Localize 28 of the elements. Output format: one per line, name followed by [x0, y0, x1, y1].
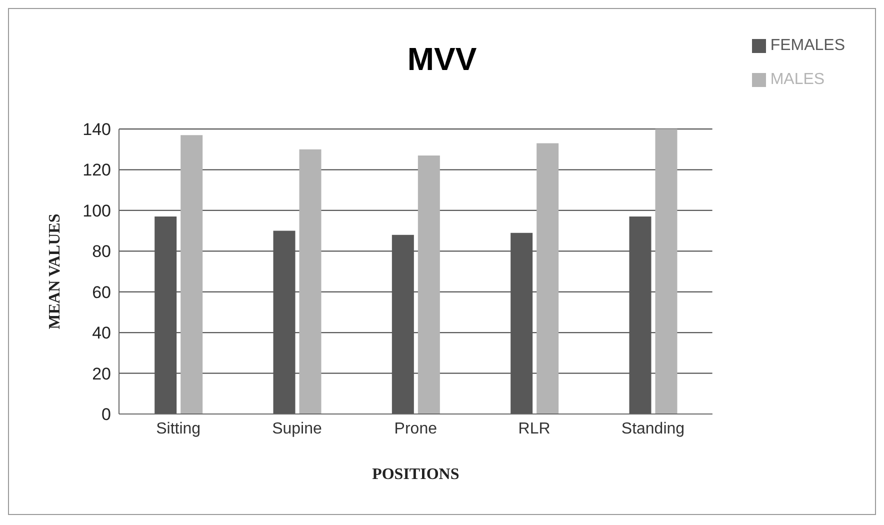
x-tick-label: Standing	[621, 420, 685, 438]
y-tick-label: 60	[92, 282, 111, 302]
y-tick-label: 40	[92, 324, 111, 343]
bar	[299, 149, 322, 414]
y-tick-label: 80	[92, 242, 111, 262]
bar	[418, 155, 440, 414]
bar	[392, 234, 414, 414]
x-axis-title: POSITIONS	[372, 466, 460, 483]
legend-label: FEMALES	[770, 37, 845, 54]
bar	[655, 129, 678, 414]
chart-title: MVV	[407, 41, 477, 77]
x-tick-label: Supine	[272, 420, 322, 438]
y-tick-label: 100	[82, 201, 111, 220]
bar	[180, 135, 203, 414]
y-tick-label: 20	[92, 364, 111, 384]
y-tick-label: 0	[102, 405, 111, 424]
y-tick-label: 140	[82, 120, 111, 140]
bar	[273, 230, 296, 414]
y-axis-title: MEAN VALUES	[46, 214, 64, 330]
bar	[536, 143, 559, 414]
y-tick-label: 120	[82, 160, 111, 180]
x-tick-label: Sitting	[156, 420, 201, 438]
legend-label: MALES	[770, 71, 825, 88]
x-tick-label: Prone	[394, 420, 438, 438]
bar	[629, 216, 652, 414]
bar	[154, 216, 177, 414]
x-tick-label: RLR	[518, 420, 550, 438]
bar	[510, 232, 533, 414]
